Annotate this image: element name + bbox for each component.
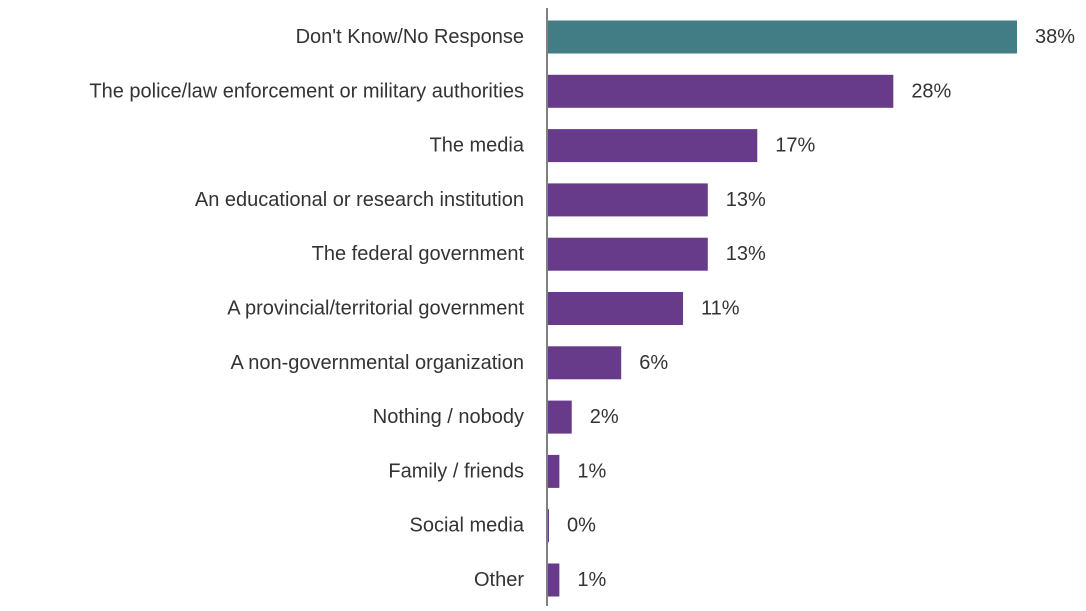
category-label-the-federal-government: The federal government xyxy=(312,243,525,265)
category-label-don-t-know-no-response: Don't Know/No Response xyxy=(296,26,524,48)
bar-family-friends xyxy=(547,454,560,488)
category-label-an-educational-or-research-institution: An educational or research institution xyxy=(195,189,524,211)
value-label-an-educational-or-research-institution: 13% xyxy=(726,189,766,211)
value-label-the-police-law-enforcement-or-military-authorities: 28% xyxy=(911,80,951,102)
value-label-other: 1% xyxy=(577,569,606,591)
bar-the-media xyxy=(547,129,758,163)
bar-nothing-nobody xyxy=(547,400,572,434)
bar-don-t-know-no-response xyxy=(547,20,1017,54)
value-labels: 38% 28% 17% 13% 13% 11% 6% 2% 1% 0% 1% xyxy=(567,26,1075,591)
category-label-the-police-law-enforcement-or-military-authorities: The police/law enforcement or military a… xyxy=(89,80,524,102)
value-label-the-federal-government: 13% xyxy=(726,243,766,265)
value-label-a-non-governmental-organization: 6% xyxy=(639,352,668,374)
bar-other xyxy=(547,563,560,597)
bar-the-federal-government xyxy=(547,237,708,271)
value-label-family-friends: 1% xyxy=(577,460,606,482)
value-label-nothing-nobody: 2% xyxy=(590,406,619,428)
bars-layer xyxy=(547,20,1017,597)
value-label-social-media: 0% xyxy=(567,515,596,537)
category-label-nothing-nobody: Nothing / nobody xyxy=(373,406,524,428)
category-label-social-media: Social media xyxy=(409,515,524,537)
category-label-other: Other xyxy=(474,569,524,591)
bar-an-educational-or-research-institution xyxy=(547,183,708,217)
category-label-a-non-governmental-organization: A non-governmental organization xyxy=(230,352,524,374)
value-label-the-media: 17% xyxy=(775,135,815,157)
value-label-don-t-know-no-response: 38% xyxy=(1035,26,1075,48)
category-label-the-media: The media xyxy=(430,135,525,157)
category-label-a-provincial-territorial-government: A provincial/territorial government xyxy=(227,298,524,320)
category-labels: Don't Know/No Response The police/law enf… xyxy=(89,26,525,591)
bar-a-non-governmental-organization xyxy=(547,346,622,380)
value-label-a-provincial-territorial-government: 11% xyxy=(701,298,740,320)
bar-a-provincial-territorial-government xyxy=(547,292,684,325)
category-label-family-friends: Family / friends xyxy=(388,460,524,482)
bar-the-police-law-enforcement-or-military-authorities xyxy=(547,74,894,108)
